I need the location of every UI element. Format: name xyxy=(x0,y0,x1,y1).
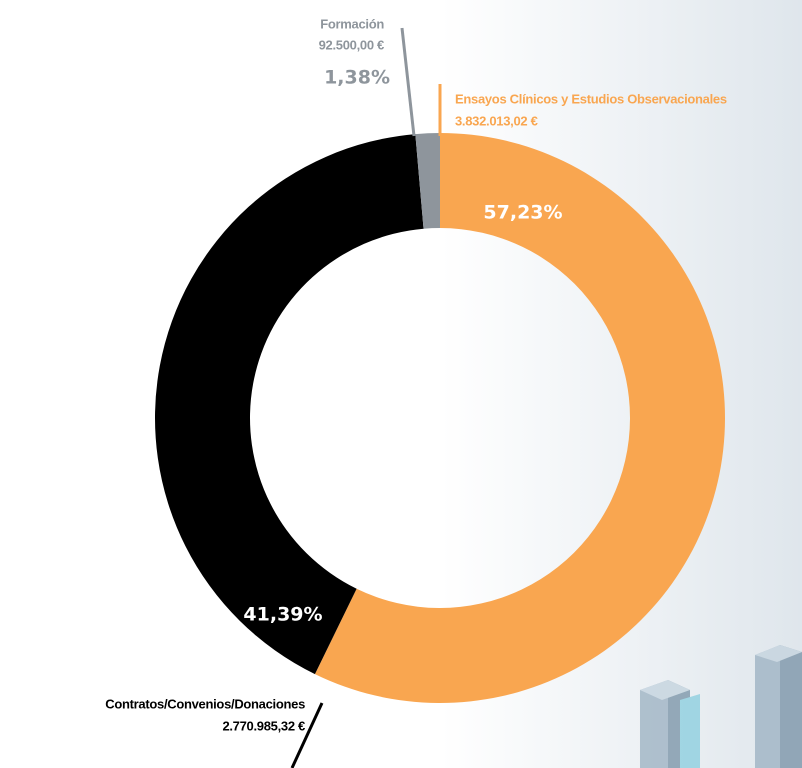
donut: Ensayos Clínicos y Estudios Observaciona… xyxy=(105,16,727,768)
donut-segment xyxy=(314,133,725,703)
decor-bars xyxy=(640,645,802,768)
amount-label: 2.770.985,32 € xyxy=(222,718,305,733)
donut-segment xyxy=(415,133,440,229)
value-label: 41,39% xyxy=(243,604,322,626)
category-label: Ensayos Clínicos y Estudios Observaciona… xyxy=(455,91,727,106)
category-label: Contratos/Convenios/Donaciones xyxy=(105,696,305,711)
value-label: 57,23% xyxy=(483,202,562,224)
value-label: 1,38% xyxy=(324,67,390,89)
amount-label: 92.500,00 € xyxy=(319,37,384,52)
donut-segment xyxy=(155,134,424,675)
category-label: Formación xyxy=(320,16,384,31)
leader-line xyxy=(290,702,324,768)
leader-line xyxy=(400,27,416,137)
amount-label: 3.832.013,02 € xyxy=(455,113,538,128)
